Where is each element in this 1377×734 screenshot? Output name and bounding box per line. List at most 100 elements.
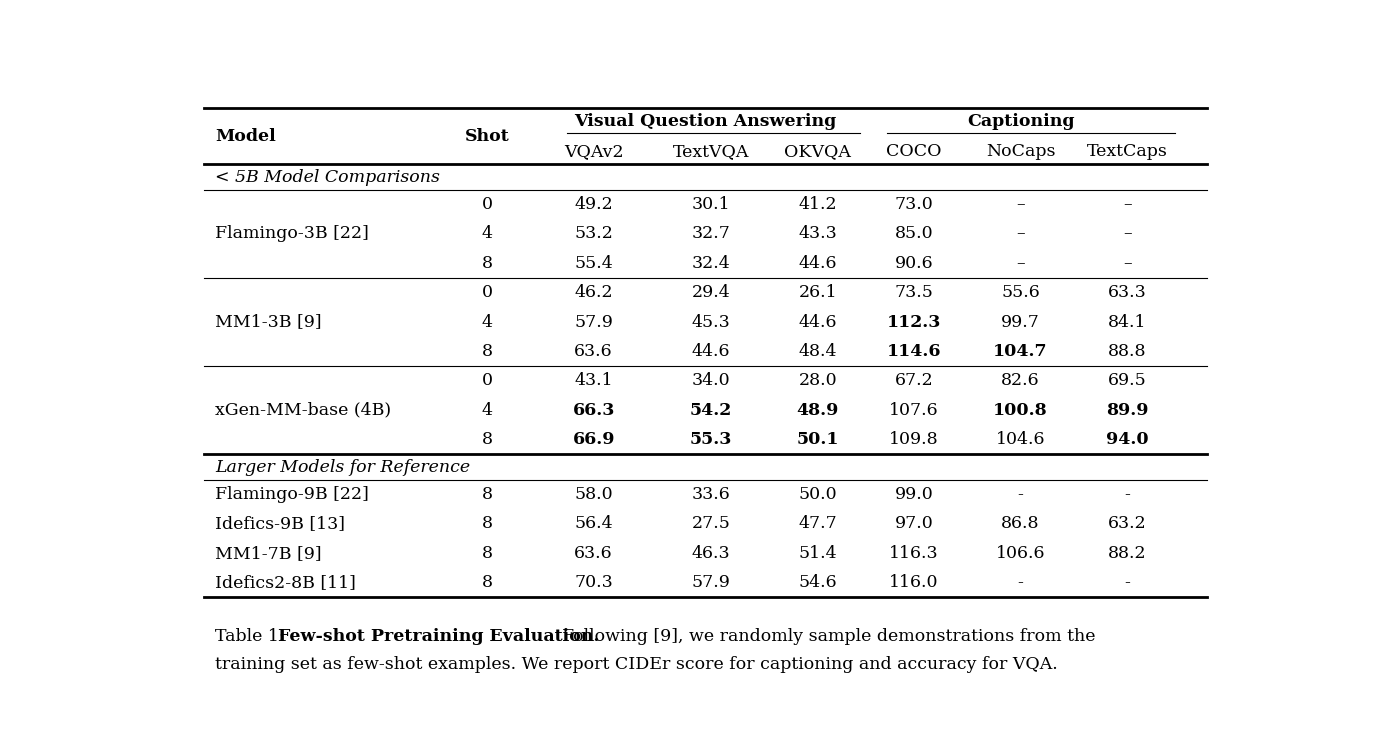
Text: 8: 8	[482, 343, 493, 360]
Text: Larger Models for Reference: Larger Models for Reference	[215, 459, 470, 476]
Text: 55.6: 55.6	[1001, 284, 1040, 301]
Text: Model: Model	[215, 128, 275, 145]
Text: –: –	[1016, 196, 1024, 213]
Text: 57.9: 57.9	[574, 313, 613, 330]
Text: 44.6: 44.6	[799, 255, 837, 272]
Text: 55.3: 55.3	[690, 431, 733, 448]
Text: –: –	[1122, 225, 1132, 242]
Text: -: -	[1018, 574, 1023, 591]
Text: 50.1: 50.1	[796, 431, 839, 448]
Text: Shot: Shot	[464, 128, 509, 145]
Text: 90.6: 90.6	[895, 255, 934, 272]
Text: 47.7: 47.7	[799, 515, 837, 532]
Text: 46.2: 46.2	[574, 284, 613, 301]
Text: –: –	[1016, 225, 1024, 242]
Text: 44.6: 44.6	[691, 343, 730, 360]
Text: 63.6: 63.6	[574, 343, 613, 360]
Text: 32.4: 32.4	[691, 255, 730, 272]
Text: 67.2: 67.2	[895, 372, 934, 389]
Text: 29.4: 29.4	[691, 284, 730, 301]
Text: 66.9: 66.9	[573, 431, 616, 448]
Text: 41.2: 41.2	[799, 196, 837, 213]
Text: 89.9: 89.9	[1106, 401, 1148, 418]
Text: Visual Question Answering: Visual Question Answering	[574, 113, 837, 131]
Text: 53.2: 53.2	[574, 225, 613, 242]
Text: 43.1: 43.1	[574, 372, 613, 389]
Text: 63.6: 63.6	[574, 545, 613, 562]
Text: -: -	[1124, 486, 1131, 503]
Text: 63.3: 63.3	[1108, 284, 1147, 301]
Text: 34.0: 34.0	[691, 372, 730, 389]
Text: NoCaps: NoCaps	[986, 143, 1055, 160]
Text: 0: 0	[482, 372, 493, 389]
Text: 116.3: 116.3	[890, 545, 939, 562]
Text: 107.6: 107.6	[890, 401, 939, 418]
Text: 8: 8	[482, 545, 493, 562]
Text: 73.0: 73.0	[895, 196, 934, 213]
Text: Idefics2-8B [11]: Idefics2-8B [11]	[215, 574, 355, 591]
Text: 86.8: 86.8	[1001, 515, 1040, 532]
Text: 50.0: 50.0	[799, 486, 837, 503]
Text: < 5B Model Comparisons: < 5B Model Comparisons	[215, 169, 439, 186]
Text: Table 1:: Table 1:	[215, 628, 291, 645]
Text: 48.4: 48.4	[799, 343, 837, 360]
Text: Following [9], we randomly sample demonstrations from the: Following [9], we randomly sample demons…	[562, 628, 1095, 645]
Text: MM1-7B [9]: MM1-7B [9]	[215, 545, 321, 562]
Text: 0: 0	[482, 196, 493, 213]
Text: 97.0: 97.0	[895, 515, 934, 532]
Text: 57.9: 57.9	[691, 574, 730, 591]
Text: 106.6: 106.6	[996, 545, 1045, 562]
Text: 55.4: 55.4	[574, 255, 613, 272]
Text: 8: 8	[482, 574, 493, 591]
Text: Flamingo-3B [22]: Flamingo-3B [22]	[215, 225, 369, 242]
Text: 8: 8	[482, 515, 493, 532]
Text: 70.3: 70.3	[574, 574, 613, 591]
Text: 8: 8	[482, 255, 493, 272]
Text: 84.1: 84.1	[1108, 313, 1147, 330]
Text: 54.2: 54.2	[690, 401, 733, 418]
Text: 26.1: 26.1	[799, 284, 837, 301]
Text: 63.2: 63.2	[1108, 515, 1147, 532]
Text: Idefics-9B [13]: Idefics-9B [13]	[215, 515, 344, 532]
Text: 88.8: 88.8	[1108, 343, 1147, 360]
Text: 4: 4	[482, 225, 493, 242]
Text: Few-shot Pretraining Evaluation.: Few-shot Pretraining Evaluation.	[278, 628, 599, 645]
Text: 32.7: 32.7	[691, 225, 730, 242]
Text: 0: 0	[482, 284, 493, 301]
Text: MM1-3B [9]: MM1-3B [9]	[215, 313, 321, 330]
Text: 94.0: 94.0	[1106, 431, 1148, 448]
Text: 48.9: 48.9	[796, 401, 839, 418]
Text: 54.6: 54.6	[799, 574, 837, 591]
Text: 30.1: 30.1	[691, 196, 730, 213]
Text: 28.0: 28.0	[799, 372, 837, 389]
Text: xGen-MM-base (4B): xGen-MM-base (4B)	[215, 401, 391, 418]
Text: 51.4: 51.4	[799, 545, 837, 562]
Text: 114.6: 114.6	[887, 343, 940, 360]
Text: Flamingo-9B [22]: Flamingo-9B [22]	[215, 486, 369, 503]
Text: 58.0: 58.0	[574, 486, 613, 503]
Text: 100.8: 100.8	[993, 401, 1048, 418]
Text: 73.5: 73.5	[895, 284, 934, 301]
Text: 116.0: 116.0	[890, 574, 939, 591]
Text: training set as few-shot examples. We report CIDEr score for captioning and accu: training set as few-shot examples. We re…	[215, 655, 1058, 672]
Text: 99.0: 99.0	[895, 486, 934, 503]
Text: 33.6: 33.6	[691, 486, 730, 503]
Text: 4: 4	[482, 313, 493, 330]
Text: 45.3: 45.3	[691, 313, 730, 330]
Text: 104.7: 104.7	[993, 343, 1048, 360]
Text: 8: 8	[482, 486, 493, 503]
Text: TextVQA: TextVQA	[673, 143, 749, 160]
Text: 82.6: 82.6	[1001, 372, 1040, 389]
Text: 8: 8	[482, 431, 493, 448]
Text: –: –	[1122, 196, 1132, 213]
Text: 46.3: 46.3	[691, 545, 730, 562]
Text: -: -	[1124, 574, 1131, 591]
Text: 43.3: 43.3	[799, 225, 837, 242]
Text: 44.6: 44.6	[799, 313, 837, 330]
Text: -: -	[1018, 486, 1023, 503]
Text: 109.8: 109.8	[890, 431, 939, 448]
Text: 49.2: 49.2	[574, 196, 613, 213]
Text: –: –	[1016, 255, 1024, 272]
Text: 104.6: 104.6	[996, 431, 1045, 448]
Text: COCO: COCO	[885, 143, 942, 160]
